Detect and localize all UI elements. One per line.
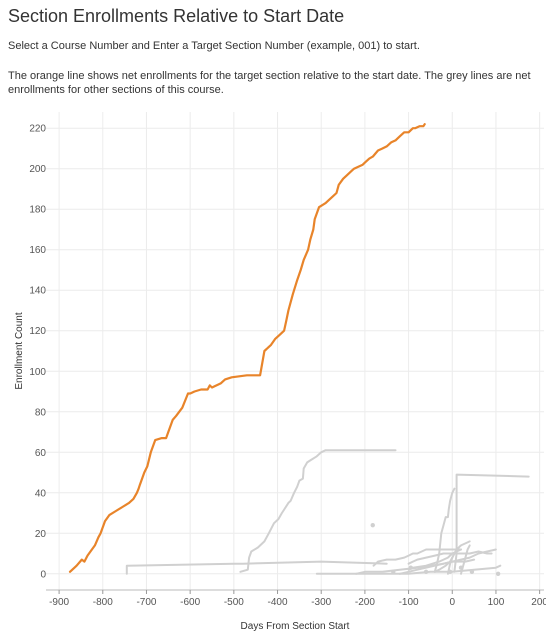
y-tick-label: 200 [29,164,46,175]
x-tick-label: -100 [399,597,419,608]
grid-lines [46,112,544,591]
other-section-line [315,564,502,575]
x-tick-label: 0 [449,597,455,608]
other-section-point [423,569,429,574]
other-section-line [239,449,397,573]
other-section-point [458,565,464,570]
other-section-point [370,522,375,528]
axis-ticks: -900 -800 -700 -600 -500 -400 -300 -200 -100 0 100… [29,124,546,608]
y-tick-label: 0 [40,569,46,580]
other-section-point [447,569,453,574]
other-section-line [433,487,456,573]
y-tick-label: 100 [29,367,46,378]
y-axis-label: Enrollment Count [14,312,25,389]
x-tick-label: -600 [180,597,200,608]
other-section-point [391,569,396,574]
other-sections-lines [125,449,530,576]
page-title: Section Enrollments Relative to Start Da… [8,6,345,26]
target-section-line-path [68,123,426,573]
x-tick-label: -500 [224,597,244,608]
description-text: The orange line shows net enrollments fo… [8,70,531,96]
other-section-line [372,548,462,567]
x-axis-label: Days From Section Start [241,621,350,632]
other-section-line [407,550,493,565]
y-tick-label: 160 [29,245,46,256]
target-section-line [68,123,426,573]
y-tick-label: 140 [29,286,46,297]
x-tick-label: -300 [311,597,331,608]
other-section-point [469,569,475,574]
y-tick-label: 40 [35,488,47,499]
y-tick-label: 60 [35,448,47,459]
x-tick-label: -900 [49,597,69,608]
y-tick-label: 180 [29,205,46,216]
y-tick-label: 120 [29,326,46,337]
y-tick-label: 20 [35,529,47,540]
other-section-point [408,565,413,570]
other-section-point [495,571,501,576]
y-tick-label: 220 [29,124,46,135]
other-section-line [125,560,388,575]
x-tick-label: 100 [488,597,505,608]
x-tick-label: -400 [268,597,288,608]
x-tick-label: -700 [136,597,156,608]
x-tick-label: 200 [531,597,546,608]
y-tick-label: 80 [35,407,47,418]
x-tick-label: -800 [93,597,113,608]
x-tick-label: -200 [355,597,375,608]
instructions-text: Select a Course Number and Enter a Targe… [8,40,420,52]
other-section-line [453,473,530,573]
